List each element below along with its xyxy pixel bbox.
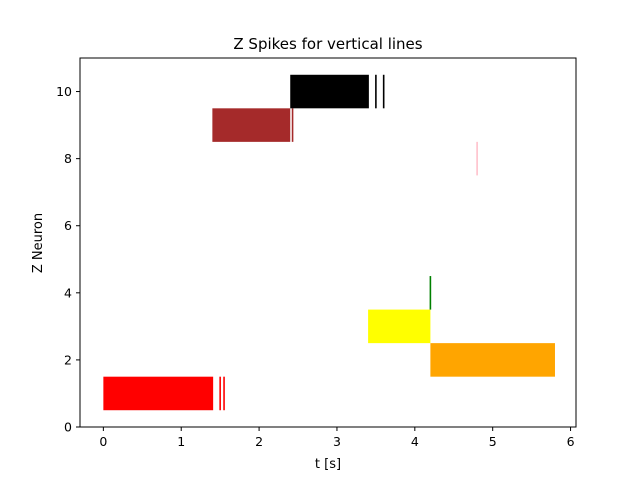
y-tick-label-10: 10 <box>56 84 72 99</box>
y-tick-label-0: 0 <box>64 420 72 435</box>
plot-area <box>103 74 555 411</box>
spike-block-9 <box>212 108 291 142</box>
chart-title: Z Spikes for vertical lines <box>233 35 422 53</box>
y-tick-label-2: 2 <box>64 352 72 367</box>
x-tick-label-1: 1 <box>177 434 185 449</box>
x-tick-label-0: 0 <box>99 434 107 449</box>
y-tick-label-4: 4 <box>64 285 72 300</box>
x-tick-label-4: 4 <box>411 434 419 449</box>
x-axis: 0 1 2 3 4 5 6 <box>99 427 575 449</box>
x-tick-label-6: 6 <box>567 434 575 449</box>
spike-block-10 <box>290 74 369 109</box>
x-tick-label-5: 5 <box>489 434 497 449</box>
spike-block-2 <box>430 343 555 377</box>
y-axis: 0 2 4 6 8 10 <box>56 84 80 435</box>
plot-frame <box>79 57 577 428</box>
y-tick-label-6: 6 <box>64 218 72 233</box>
x-axis-title: t [s] <box>315 457 341 472</box>
y-tick-label-8: 8 <box>64 151 72 166</box>
spike-block-3 <box>368 309 431 344</box>
spike-block-1 <box>103 376 214 411</box>
y-axis-title: Z Neuron <box>31 213 46 273</box>
x-tick-label-3: 3 <box>333 434 341 449</box>
x-tick-label-2: 2 <box>255 434 263 449</box>
